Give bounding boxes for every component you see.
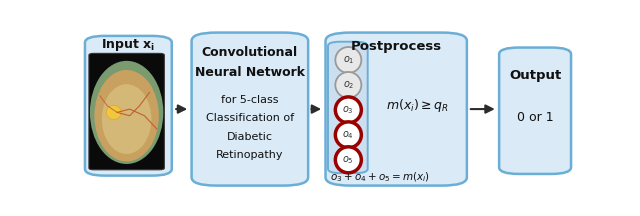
Text: Retinopathy: Retinopathy <box>216 150 284 160</box>
Text: Diabetic: Diabetic <box>227 132 273 141</box>
Ellipse shape <box>106 105 121 119</box>
Text: Classification of: Classification of <box>206 113 294 123</box>
FancyBboxPatch shape <box>499 48 571 174</box>
Text: $o_3 + o_4 + o_5 = m(x_i)$: $o_3 + o_4 + o_5 = m(x_i)$ <box>330 171 430 184</box>
Ellipse shape <box>94 70 159 162</box>
Circle shape <box>335 47 362 73</box>
Ellipse shape <box>102 84 152 154</box>
Text: Output: Output <box>509 69 561 82</box>
Text: $o_2$: $o_2$ <box>342 79 354 91</box>
Circle shape <box>335 97 362 123</box>
Circle shape <box>335 72 362 98</box>
FancyBboxPatch shape <box>326 33 467 186</box>
FancyBboxPatch shape <box>328 42 367 173</box>
FancyBboxPatch shape <box>89 53 164 170</box>
Text: for 5-class: for 5-class <box>221 95 278 105</box>
Text: Postprocess: Postprocess <box>351 40 442 53</box>
Text: $o_1$: $o_1$ <box>342 54 354 66</box>
FancyBboxPatch shape <box>191 33 308 186</box>
Circle shape <box>335 147 362 173</box>
Text: Input $\mathregular{x_i}$: Input $\mathregular{x_i}$ <box>102 37 156 53</box>
Text: $o_3$: $o_3$ <box>342 104 354 116</box>
Text: $o_5$: $o_5$ <box>342 154 354 166</box>
Ellipse shape <box>90 61 163 164</box>
Text: Convolutional: Convolutional <box>202 46 298 59</box>
Text: Neural Network: Neural Network <box>195 66 305 79</box>
FancyBboxPatch shape <box>85 36 172 176</box>
Circle shape <box>335 122 362 148</box>
Text: $m(x_i) \geq q_R$: $m(x_i) \geq q_R$ <box>385 97 448 114</box>
Text: 0 or 1: 0 or 1 <box>516 111 554 124</box>
Text: $o_4$: $o_4$ <box>342 129 355 141</box>
